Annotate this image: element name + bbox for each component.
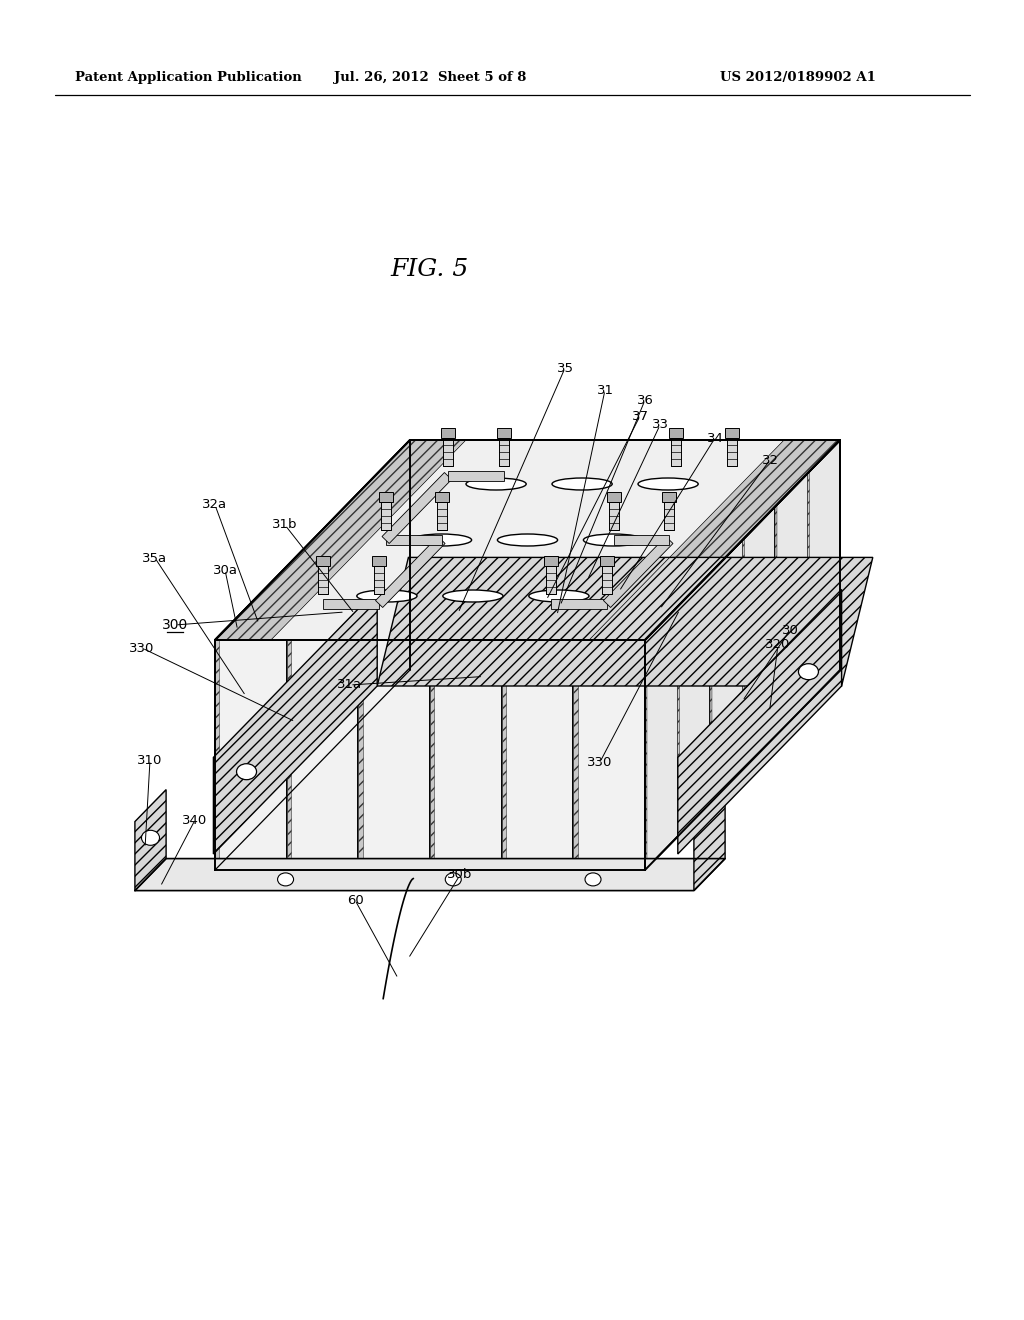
Polygon shape [808, 471, 809, 704]
Bar [443, 438, 453, 466]
Text: 34: 34 [707, 432, 723, 445]
Bar [602, 566, 612, 594]
Text: 32: 32 [762, 454, 778, 466]
Text: 31: 31 [597, 384, 613, 396]
Bar [600, 556, 614, 566]
Polygon shape [430, 640, 434, 870]
Bar [725, 428, 738, 438]
Ellipse shape [442, 590, 503, 602]
Polygon shape [502, 640, 506, 870]
Text: 30a: 30a [213, 564, 238, 577]
Polygon shape [386, 535, 441, 545]
Text: 35: 35 [556, 362, 573, 375]
Bar [499, 438, 509, 466]
Bar [663, 492, 677, 502]
Polygon shape [678, 605, 680, 837]
Bar [436, 502, 446, 531]
Bar [606, 492, 621, 502]
Text: 37: 37 [632, 409, 648, 422]
Text: 31a: 31a [338, 678, 362, 692]
Polygon shape [382, 473, 452, 544]
Bar [727, 438, 737, 466]
Polygon shape [573, 640, 578, 870]
Text: Jul. 26, 2012  Sheet 5 of 8: Jul. 26, 2012 Sheet 5 of 8 [334, 71, 526, 84]
Text: 330: 330 [129, 642, 155, 655]
Polygon shape [551, 599, 607, 609]
Text: 32a: 32a [203, 499, 227, 511]
Text: 33: 33 [651, 418, 669, 432]
Ellipse shape [412, 535, 472, 546]
Ellipse shape [237, 764, 257, 780]
Text: FIG. 5: FIG. 5 [391, 259, 469, 281]
Bar [381, 502, 390, 531]
Polygon shape [215, 640, 219, 870]
Bar [497, 428, 511, 438]
Ellipse shape [585, 873, 601, 886]
Polygon shape [678, 590, 842, 854]
Polygon shape [358, 640, 362, 870]
Bar [441, 428, 455, 438]
Text: 320: 320 [765, 639, 791, 652]
Text: 30b: 30b [447, 869, 473, 882]
Ellipse shape [552, 478, 612, 490]
Ellipse shape [466, 478, 526, 490]
Text: 310: 310 [137, 754, 163, 767]
Bar [608, 502, 618, 531]
Polygon shape [742, 539, 744, 770]
Polygon shape [645, 638, 647, 870]
Bar [372, 556, 386, 566]
Polygon shape [215, 440, 840, 640]
Polygon shape [603, 536, 673, 607]
Polygon shape [377, 557, 872, 686]
Text: 30: 30 [781, 623, 799, 636]
Bar [379, 492, 392, 502]
Ellipse shape [584, 535, 644, 546]
Polygon shape [215, 640, 645, 870]
Polygon shape [449, 471, 504, 480]
Text: 330: 330 [588, 755, 612, 768]
Ellipse shape [141, 830, 160, 845]
Ellipse shape [528, 590, 589, 602]
Polygon shape [613, 535, 670, 545]
Bar [546, 566, 556, 594]
Bar [374, 566, 384, 594]
Polygon shape [694, 789, 725, 891]
Text: 60: 60 [347, 894, 364, 907]
Bar [434, 492, 449, 502]
Ellipse shape [638, 478, 698, 490]
Bar [544, 556, 558, 566]
Polygon shape [213, 590, 377, 854]
Text: 31b: 31b [272, 519, 298, 532]
Polygon shape [324, 599, 379, 609]
Text: 36: 36 [637, 393, 653, 407]
Polygon shape [710, 572, 712, 804]
Bar [318, 566, 329, 594]
Ellipse shape [356, 590, 417, 602]
Polygon shape [645, 440, 840, 870]
Ellipse shape [498, 535, 558, 546]
Text: 340: 340 [182, 813, 208, 826]
Polygon shape [271, 440, 784, 640]
Ellipse shape [278, 873, 294, 886]
Bar [316, 556, 330, 566]
Ellipse shape [799, 664, 818, 680]
Bar [669, 428, 683, 438]
Text: 300: 300 [162, 618, 188, 632]
Bar [665, 502, 675, 531]
Ellipse shape [445, 873, 461, 886]
Bar [671, 438, 681, 466]
Polygon shape [135, 789, 166, 891]
Polygon shape [589, 440, 840, 640]
Polygon shape [775, 504, 777, 737]
Text: 35a: 35a [142, 552, 168, 565]
Text: US 2012/0189902 A1: US 2012/0189902 A1 [720, 71, 876, 84]
Polygon shape [376, 536, 445, 607]
Polygon shape [215, 440, 466, 640]
Text: Patent Application Publication: Patent Application Publication [75, 71, 302, 84]
Polygon shape [287, 640, 291, 870]
Polygon shape [135, 858, 725, 891]
